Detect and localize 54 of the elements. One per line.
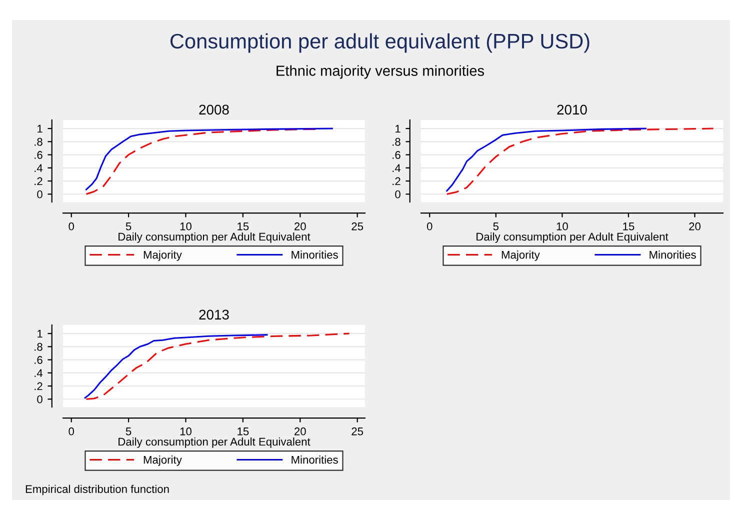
x-tick-label: 15 [238, 222, 249, 230]
y-tick-label: .8 [34, 138, 42, 146]
x-tick-label: 0 [68, 222, 74, 230]
y-tick-label: .4 [34, 164, 43, 172]
y-tick-label: .6 [34, 356, 42, 364]
y-tick-label: .4 [392, 164, 401, 172]
y-tick-label: .6 [34, 151, 42, 159]
text: Consumption per adult equivalent (PPP USD) [170, 33, 590, 53]
legend-label: Minorities [650, 250, 696, 259]
y-tick-label: .8 [392, 138, 400, 146]
y-tick-label: .2 [34, 177, 42, 186]
legend-label: Majority [144, 456, 182, 466]
chart-title: 2010 [557, 104, 587, 115]
y-tick-label: 1 [38, 124, 42, 133]
y-tick-label: 1 [38, 330, 42, 338]
legend-label: Majority [502, 250, 540, 261]
x-tick-label: 25 [352, 222, 364, 230]
chart-title: 2008 [199, 104, 229, 115]
text: Ethnic majority versus minorities [276, 65, 484, 79]
x-tick-label: 0 [68, 427, 74, 436]
line-series [85, 332, 350, 400]
line-series [84, 334, 268, 399]
x-tick-label: 10 [180, 222, 192, 230]
y-tick-label: 0 [37, 395, 42, 404]
legend-label: Minorities [292, 250, 338, 259]
x-axis-title: Daily consumption per Adult Equivalent [118, 232, 310, 243]
chart-title: 2013 [199, 310, 229, 320]
y-tick-label: .6 [392, 151, 400, 159]
y-tick-label: 1 [396, 124, 400, 133]
x-tick-label: 25 [352, 427, 364, 436]
x-axis-title: Daily consumption per Adult Equivalent [476, 232, 668, 243]
x-tick-label: 20 [294, 222, 306, 230]
x-tick-label: 10 [556, 222, 568, 230]
x-tick-label: 5 [493, 222, 499, 230]
x-tick-label: 20 [294, 427, 306, 436]
y-tick-label: 0 [395, 190, 400, 198]
legend-label: Minorities [292, 456, 338, 464]
y-tick-label: .2 [34, 382, 42, 390]
line-series [446, 128, 646, 192]
y-tick-label: .2 [392, 177, 400, 186]
y-tick-label: 0 [37, 190, 42, 198]
text: Empirical distribution function [26, 484, 169, 496]
y-tick-label: .8 [34, 342, 42, 351]
x-tick-label: 10 [180, 427, 192, 436]
x-tick-label: 15 [623, 222, 634, 230]
y-tick-label: .4 [34, 369, 43, 377]
line-series [446, 128, 714, 195]
x-tick-label: 5 [126, 222, 132, 230]
x-tick-label: 15 [238, 428, 249, 436]
legend-label: Majority [144, 250, 182, 261]
x-tick-label: 5 [126, 428, 132, 436]
x-tick-label: 20 [689, 222, 701, 230]
x-tick-label: 0 [426, 222, 432, 230]
x-axis-title: Daily consumption per Adult Equivalent [118, 437, 310, 448]
